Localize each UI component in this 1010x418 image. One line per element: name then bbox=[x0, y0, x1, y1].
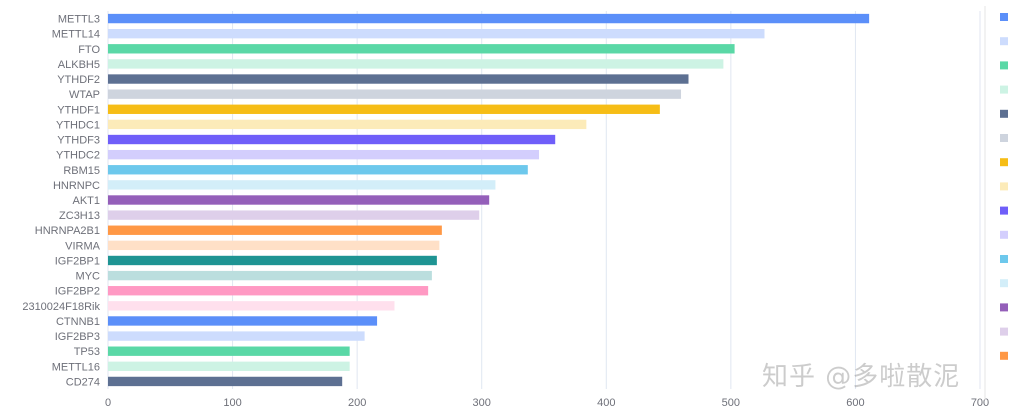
category-label: RBM15 bbox=[63, 165, 100, 177]
value-axis-labels: 0 100 200 300 400 500 600 700 bbox=[105, 397, 989, 409]
category-label: MYC bbox=[76, 271, 101, 283]
bar-wtap bbox=[108, 89, 682, 99]
bar-ctnnb1 bbox=[108, 316, 378, 326]
bar-series bbox=[108, 13, 870, 387]
category-label: HNRNPC bbox=[53, 180, 100, 192]
bar-igf2bp1 bbox=[108, 255, 437, 266]
category-label: TP53 bbox=[74, 346, 100, 358]
legend-swatch bbox=[1000, 134, 1008, 142]
x-tick-label: 600 bbox=[846, 397, 864, 409]
bar-igf2bp3 bbox=[108, 331, 365, 341]
bar-mettl16 bbox=[108, 361, 350, 372]
bar-cd274 bbox=[108, 376, 343, 387]
bar-ythdf3 bbox=[108, 134, 556, 145]
watermark: 知乎 @多啦散泥 bbox=[762, 362, 961, 392]
category-label: YTHDF3 bbox=[57, 135, 100, 147]
bar-rbm15 bbox=[108, 165, 528, 175]
category-label: ZC3H13 bbox=[59, 210, 100, 222]
category-label: CTNNB1 bbox=[56, 316, 100, 328]
category-label: IGF2BP1 bbox=[55, 255, 100, 267]
legend-swatch bbox=[1000, 85, 1008, 94]
category-label: WTAP bbox=[69, 89, 100, 101]
bar-fto bbox=[108, 44, 735, 54]
category-label: ALKBH5 bbox=[58, 59, 100, 71]
category-label: YTHDF2 bbox=[57, 74, 100, 86]
category-label: IGF2BP3 bbox=[55, 331, 100, 343]
bar-zc3h13 bbox=[108, 210, 480, 220]
legend-swatch bbox=[1000, 279, 1008, 288]
category-label: YTHDF1 bbox=[57, 104, 100, 116]
bar-hnrnpa2b1 bbox=[108, 225, 442, 235]
legend-swatch bbox=[1000, 255, 1008, 263]
bar-mettl14 bbox=[108, 28, 765, 39]
x-tick-label: 400 bbox=[597, 397, 615, 409]
category-label: METTL14 bbox=[52, 29, 100, 41]
category-label: AKT1 bbox=[72, 195, 100, 207]
category-axis-labels: METTL3 METTL14 FTO ALKBH5 YTHDF2 WTAP YTHDF1 YT… bbox=[22, 14, 100, 389]
legend bbox=[1000, 13, 1008, 360]
bar-virma bbox=[108, 240, 440, 251]
legend-swatch bbox=[1000, 303, 1008, 312]
x-tick-label: 200 bbox=[348, 397, 366, 409]
bar-alkbh5 bbox=[108, 59, 724, 69]
legend-swatch bbox=[1000, 109, 1008, 118]
legend-swatch bbox=[1000, 61, 1008, 70]
category-label: YTHDC2 bbox=[56, 150, 100, 162]
legend-swatch bbox=[1000, 13, 1008, 21]
legend-swatch bbox=[1000, 351, 1008, 360]
legend-swatch bbox=[1000, 230, 1008, 239]
category-label: 2310024F18Rik bbox=[22, 301, 100, 313]
category-label: CD274 bbox=[66, 376, 100, 388]
legend-swatch bbox=[1000, 182, 1008, 191]
x-tick-label: 500 bbox=[722, 397, 740, 409]
x-tick-label: 0 bbox=[105, 397, 111, 409]
bar-igf2bp2 bbox=[108, 286, 429, 296]
legend-swatch bbox=[1000, 327, 1008, 336]
bar-ythdc1 bbox=[108, 119, 587, 130]
bar-ythdf2 bbox=[108, 74, 689, 84]
bar-hnrnpc bbox=[108, 180, 496, 190]
x-tick-label: 100 bbox=[223, 397, 241, 409]
bar-2310024f18rik bbox=[108, 301, 395, 311]
legend-swatch bbox=[1000, 37, 1008, 46]
bar-ythdc2 bbox=[108, 149, 540, 160]
bar-tp53 bbox=[108, 346, 350, 356]
category-label: METTL3 bbox=[58, 14, 100, 26]
category-label: VIRMA bbox=[65, 240, 101, 252]
category-label: IGF2BP2 bbox=[55, 286, 100, 298]
bar-myc bbox=[108, 270, 432, 281]
legend-swatch bbox=[1000, 158, 1008, 167]
bar-ythdf1 bbox=[108, 104, 660, 114]
category-label: METTL16 bbox=[52, 361, 100, 373]
x-tick-label: 700 bbox=[971, 397, 989, 409]
legend-swatch bbox=[1000, 206, 1008, 215]
x-tick-label: 300 bbox=[473, 397, 491, 409]
category-label: HNRNPA2B1 bbox=[35, 225, 100, 237]
bar-mettl3 bbox=[108, 13, 870, 24]
category-label: YTHDC1 bbox=[56, 119, 100, 131]
category-label: FTO bbox=[78, 44, 100, 56]
bar-akt1 bbox=[108, 195, 490, 205]
